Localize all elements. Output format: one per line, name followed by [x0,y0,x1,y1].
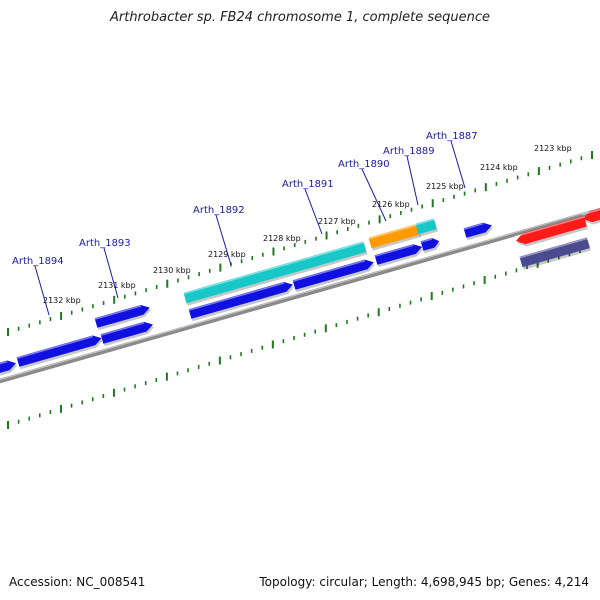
feature-track [0,208,600,376]
rna-feature-highlight [183,241,364,295]
cds-feature [463,222,494,241]
scale-label: 2129 kbp [208,250,246,259]
chromosome-backbone [0,207,600,384]
cds-feature-highlight [94,305,142,320]
cds-feature-body [420,237,440,251]
cds-reverse-feature-body [583,208,600,223]
cds-reverse-feature-body [516,215,587,245]
cds-reverse-feature-highlight [519,237,588,259]
scale-label: 2125 kbp [426,182,464,191]
cds-feature [420,237,441,254]
inner-tick-track [7,249,581,429]
cds-feature [94,305,152,331]
scale-label: 2127 kbp [318,217,356,226]
cds-feature-body [0,360,17,373]
gene-label-arth-1889: Arth_1889 [383,146,435,157]
scale-label: 2130 kbp [153,266,191,275]
cds-feature-body [463,222,492,238]
genome-summary-text: Topology: circular; Length: 4,698,945 bp… [259,575,589,589]
cds-feature [0,360,18,376]
gene-label-arth-1890: Arth_1890 [338,159,390,170]
cds-feature-highlight [463,222,484,230]
rna-feature [415,218,438,237]
scale-label: 2128 kbp [263,234,301,243]
cds-feature-body [16,335,102,367]
rna-feature-highlight [368,224,418,240]
cds-feature [16,335,103,370]
cds-feature [100,321,155,347]
cds-feature-highlight [16,335,94,359]
cds-feature-highlight [100,322,145,336]
rna-feature-highlight [415,218,435,226]
cds-feature-highlight [188,282,285,311]
gene-leader-line [103,247,119,299]
gene-label-arth-1893: Arth_1893 [79,238,131,249]
cds-feature-highlight [420,238,433,243]
cds-reverse-feature [581,208,600,225]
gene-label-arth-1892: Arth_1892 [193,205,245,216]
cds-reverse-feature [519,237,592,270]
rna-feature-body [183,241,367,304]
cds-feature-body [100,321,153,344]
rna-feature-body [415,218,437,235]
gene-leader-line [450,140,466,189]
scale-label: 2132 kbp [43,296,81,305]
scale-label: 2123 kbp [534,144,572,153]
rna-feature-body [368,224,420,249]
rna-feature [183,241,368,306]
map-title: Arthrobacter sp. FB24 chromosome 1, comp… [109,10,491,25]
cds-reverse-feature [514,215,588,247]
cds-feature-body [374,244,423,265]
rna-feature [368,224,421,251]
gene-leader-line [215,214,232,266]
cds-feature-highlight [292,259,366,282]
cds-feature-highlight [0,360,8,365]
outer-tick-track [7,151,593,336]
cds-feature-body [292,259,374,290]
gene-leader-line [361,168,387,222]
gene-label-arth-1894: Arth_1894 [12,256,64,267]
cds-feature-body [188,282,293,319]
cds-feature [292,259,376,293]
scale-label: 2124 kbp [480,163,518,172]
cds-feature [188,282,295,322]
scale-label: 2126 kbp [372,200,410,209]
cds-feature [374,244,424,268]
cds-reverse-feature-highlight [514,216,585,238]
gene-label-arth-1887: Arth_1887 [426,131,478,142]
gene-label-arth-1891: Arth_1891 [282,179,334,190]
scale-label: 2131 kbp [98,281,136,290]
cds-feature-highlight [374,244,414,257]
cds-reverse-feature-highlight [581,208,600,216]
accession-text: Accession: NC_008541 [9,575,146,589]
gene-leader-line [304,188,323,235]
gene-leader-line [406,155,419,206]
chromosome-backbone-highlight [0,208,600,380]
cds-reverse-feature-body [519,237,590,268]
cds-feature-body [94,305,150,328]
gene-leader-line [34,265,50,316]
